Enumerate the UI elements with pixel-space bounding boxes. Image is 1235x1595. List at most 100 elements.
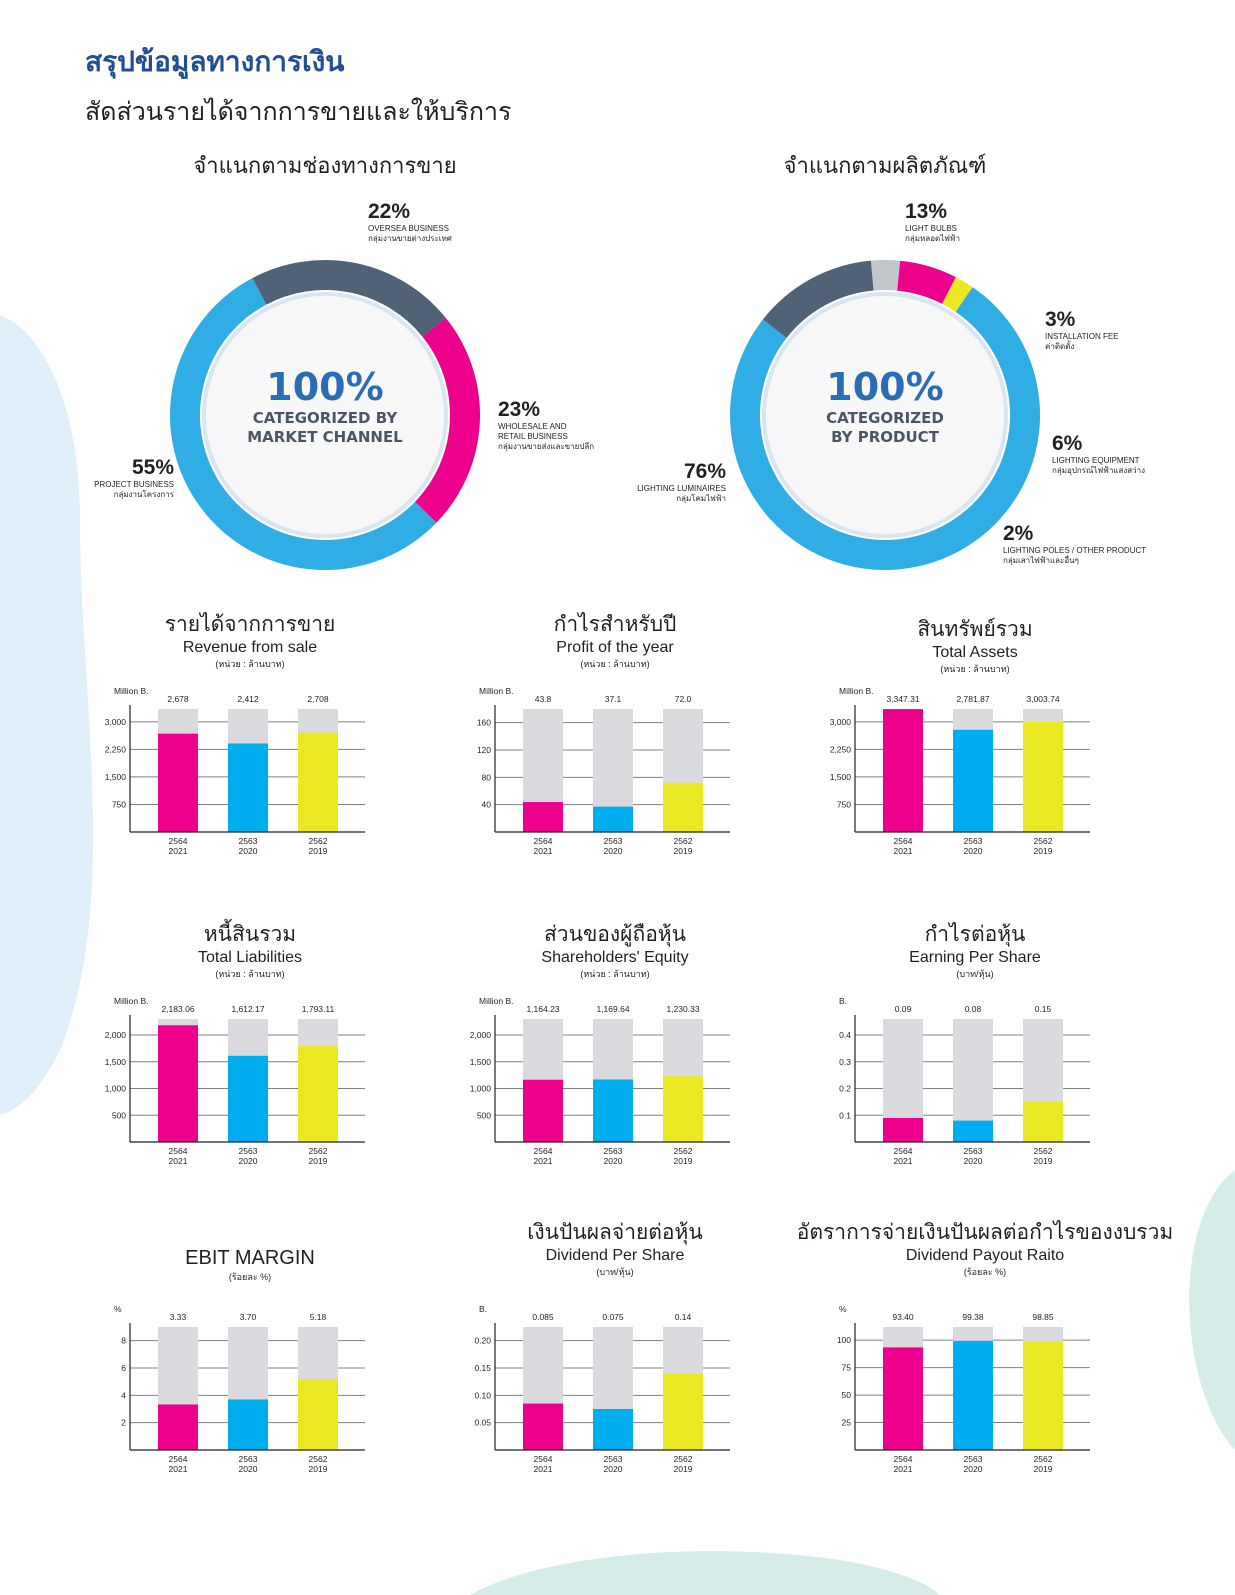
y-tick-label: 75 — [842, 1363, 852, 1373]
chart-title-th: อัตราการจ่ายเงินปันผลต่อกำไรของงบรวม — [796, 1221, 1174, 1244]
bar — [1023, 1101, 1063, 1142]
bar — [158, 1025, 198, 1142]
x-tick-label: 2021 — [169, 846, 188, 856]
donut-product-title: จำแนกตามผลิตภัณฑ์ — [783, 154, 987, 179]
chart-payout-title: อัตราการจ่ายเงินปันผลต่อกำไรของงบรวม Div… — [785, 1220, 1185, 1279]
y-tick-label: 40 — [482, 800, 492, 810]
bar-value-label: 2,412 — [237, 694, 259, 704]
bar — [883, 1117, 923, 1142]
label-en: WHOLESALE AND RETAIL BUSINESS — [498, 422, 568, 441]
donut-channel-caption-2: MARKET CHANNEL — [247, 428, 403, 446]
bar-value-label: 72.0 — [675, 694, 692, 704]
donut-segment-0 — [252, 260, 446, 337]
x-tick-label: 2021 — [894, 846, 913, 856]
x-tick-label: 2021 — [169, 1156, 188, 1166]
bar — [298, 1379, 338, 1450]
bar-value-label: 43.8 — [535, 694, 552, 704]
chart-title-en: Revenue from sale — [182, 639, 318, 656]
label-th: กลุ่มงานขายต่างประเทศ — [368, 234, 452, 243]
page-subheading: สัดส่วนรายได้จากการขายและให้บริการ — [85, 97, 512, 126]
y-tick-label: 1,500 — [105, 1057, 127, 1067]
bar-value-label: 3.70 — [240, 1312, 257, 1322]
donut-product-label-equipment: 6% LIGHTING EQUIPMENT กลุ่มอุปกรณ์ไฟฟ้าแ… — [1052, 432, 1145, 476]
chart-profit-title: กำไรสำหรับปี Profit of the year (หน่วย :… — [455, 612, 775, 671]
bar — [1023, 721, 1063, 832]
y-axis-label: % — [839, 1304, 847, 1314]
donut-product-label-installation: 3% INSTALLATION FEE ค่าติดตั้ง — [1045, 308, 1119, 352]
y-axis-label: B. — [839, 996, 847, 1006]
bar — [883, 709, 923, 832]
bar — [158, 733, 198, 832]
bar-value-label: 0.08 — [965, 1004, 982, 1014]
y-axis-label: B. — [479, 1304, 487, 1314]
y-axis-label: Million B. — [479, 686, 513, 696]
y-tick-label: 1,500 — [830, 772, 852, 782]
donut-segment-2 — [896, 260, 956, 305]
chart-liabilities-title: หนี้สินรวม Total Liabilities (หน่วย : ล้… — [90, 922, 410, 981]
chart-unit: (หน่วย : ล้านบาท) — [215, 659, 285, 669]
x-tick-label: 2563 — [604, 1146, 623, 1156]
chart-unit: (หน่วย : ล้านบาท) — [215, 969, 285, 979]
bar-value-label: 1,230.33 — [666, 1004, 699, 1014]
x-tick-label: 2563 — [964, 1454, 983, 1464]
bar-value-label: 1,169.64 — [596, 1004, 629, 1014]
y-tick-label: 1,500 — [105, 772, 127, 782]
bar-value-label: 2,183.06 — [161, 1004, 194, 1014]
y-axis-label: % — [114, 1304, 122, 1314]
chart-eps-title: กำไรต่อหุ้น Earning Per Share (บาท/หุ้น) — [815, 922, 1135, 981]
donut-segment-1 — [870, 260, 901, 291]
y-tick-label: 1,500 — [470, 1057, 492, 1067]
bar-value-label: 0.075 — [602, 1312, 624, 1322]
x-tick-label: 2564 — [534, 836, 553, 846]
x-tick-label: 2564 — [169, 1146, 188, 1156]
x-tick-label: 2019 — [674, 846, 693, 856]
bar-value-label: 0.085 — [532, 1312, 554, 1322]
bar — [228, 1055, 268, 1142]
bar — [1023, 1341, 1063, 1450]
label-en: OVERSEA BUSINESS — [368, 224, 449, 233]
y-tick-label: 2,000 — [105, 1030, 127, 1040]
chart-unit: (หน่วย : ล้านบาท) — [940, 664, 1010, 674]
x-tick-label: 2019 — [674, 1156, 693, 1166]
chart-title-th: เงินปันผลจ่ายต่อหุ้น — [527, 1221, 703, 1244]
x-tick-label: 2020 — [964, 1464, 983, 1474]
x-tick-label: 2563 — [604, 1454, 623, 1464]
x-tick-label: 2021 — [534, 846, 553, 856]
donut-product-label-bulbs: 13% LIGHT BULBS กลุ่มหลอดไฟฟ้า — [905, 200, 960, 244]
x-tick-label: 2562 — [1034, 836, 1053, 846]
chart-equity: Million B. 500 1,000 1,500 2,000 1,164.23 2564… — [470, 996, 730, 1166]
y-tick-label: 3,000 — [830, 717, 852, 727]
x-tick-label: 2564 — [534, 1146, 553, 1156]
chart-title-en: Dividend Per Share — [545, 1247, 685, 1264]
chart-equity-title: ส่วนของผู้ถือหุ้น Shareholders' Equity (… — [455, 922, 775, 981]
y-tick-label: 8 — [121, 1336, 126, 1346]
label-th: กลุ่มอุปกรณ์ไฟฟ้าแสงสว่าง — [1052, 466, 1146, 475]
y-tick-label: 750 — [837, 799, 851, 809]
y-tick-label: 4 — [121, 1390, 126, 1400]
donut-segment-0 — [762, 260, 875, 339]
x-tick-label: 2019 — [1034, 1464, 1053, 1474]
x-tick-label: 2564 — [169, 1454, 188, 1464]
x-tick-label: 2021 — [894, 1464, 913, 1474]
donut-channel-caption-1: CATEGORIZED BY — [252, 409, 398, 427]
label-en: LIGHTING LUMINAIRES — [637, 484, 726, 493]
donut-product-caption-1: CATEGORIZED — [826, 409, 944, 427]
x-tick-label: 2021 — [894, 1156, 913, 1166]
donut-segment-4 — [730, 287, 1040, 570]
donut-product-label-poles: 2% LIGHTING POLES / OTHER PRODUCT กลุ่มเ… — [1003, 522, 1146, 566]
chart-title-th: หนี้สินรวม — [203, 923, 297, 946]
bar — [298, 732, 338, 832]
x-tick-label: 2562 — [674, 836, 693, 846]
x-tick-label: 2562 — [1034, 1454, 1053, 1464]
bar-value-label: 2,781.87 — [956, 694, 989, 704]
x-tick-label: 2020 — [604, 1464, 623, 1474]
bar — [953, 729, 993, 832]
x-tick-label: 2563 — [964, 836, 983, 846]
donut-product-caption-2: BY PRODUCT — [831, 428, 939, 446]
label-th: ค่าติดตั้ง — [1045, 342, 1075, 351]
chart-title-en: Earning Per Share — [909, 949, 1041, 966]
chart-title-en: Total Liabilities — [197, 949, 303, 966]
chart-title-en: Shareholders' Equity — [541, 949, 689, 966]
